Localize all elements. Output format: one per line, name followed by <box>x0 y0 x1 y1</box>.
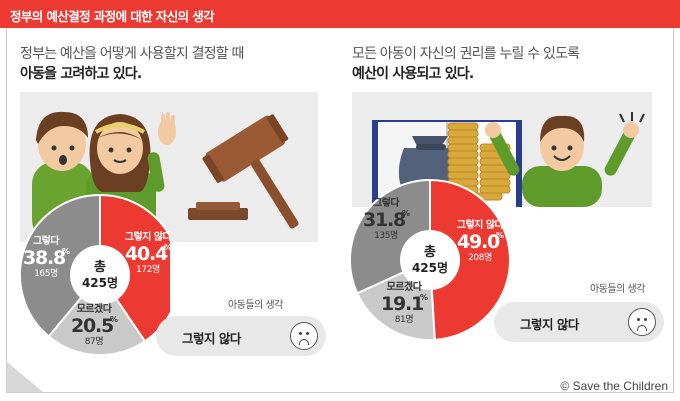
slice-percent: 31.8 <box>363 209 406 231</box>
pie-slice <box>429 178 511 341</box>
slice-category: 그렇다 <box>373 196 400 209</box>
percent-sign: % <box>62 247 70 256</box>
pie-total-label: 총 <box>424 244 436 260</box>
sad-face-icon <box>628 308 656 336</box>
right-opinion-answer: 그렇지 않다 <box>520 317 579 332</box>
left-question-line2: 아동을 고려하고 있다. <box>20 66 142 82</box>
slice-category: 그렇지 않다 <box>125 230 170 243</box>
slice-category: 모르겠다 <box>77 302 113 315</box>
credit-text: © Save the Children <box>560 379 668 393</box>
percent-sign: % <box>420 293 428 302</box>
right-question-line1: 모든 아동이 자신의 권리를 누릴 수 있도록 <box>352 46 580 62</box>
slice-count: 81명 <box>395 314 414 325</box>
left-opinion-answer: 그렇지 않다 <box>182 331 241 346</box>
right-question-line2: 예산이 사용되고 있다. <box>352 66 474 82</box>
slice-count: 135명 <box>374 230 398 241</box>
left-opinion-caption: 아동들의 생각 <box>228 300 283 311</box>
page-fold-corner <box>7 362 43 392</box>
header-bar: 정부의 예산결정 과정에 대한 자신의 생각 <box>0 0 680 28</box>
slice-category: 그렇다 <box>33 234 60 247</box>
sad-face-icon <box>290 322 318 350</box>
pie-total-label: 총 <box>94 259 106 275</box>
slice-category: 모르겠다 <box>387 280 423 293</box>
slice-count: 165명 <box>34 268 58 279</box>
slice-percent: 19.1 <box>381 293 423 315</box>
page-title: 정부의 예산결정 과정에 대한 자신의 생각 <box>10 9 215 24</box>
slice-count: 208명 <box>468 252 492 263</box>
slice-percent: 38.8 <box>23 247 66 269</box>
gavel-icon <box>188 114 299 229</box>
percent-sign: % <box>110 315 118 324</box>
slice-count: 87명 <box>85 336 104 347</box>
slice-percent: 49.0 <box>457 231 500 253</box>
left-opinion-pill: 그렇지 않다 <box>156 316 326 356</box>
left-question-line1: 정부는 예산을 어떻게 사용할지 결정할 때 <box>20 46 244 62</box>
pie-total-value: 425명 <box>412 261 448 275</box>
slice-percent: 40.4 <box>125 243 168 265</box>
percent-sign: % <box>496 231 504 240</box>
pie-center <box>400 230 460 290</box>
left-question: 정부는 예산을 어떻게 사용할지 결정할 때 아동을 고려하고 있다. <box>20 44 244 84</box>
right-opinion-pill: 그렇지 않다 <box>494 302 664 342</box>
child-cheering-icon <box>485 112 645 207</box>
pie-slice <box>47 273 147 356</box>
percent-sign: % <box>164 243 170 252</box>
right-question: 모든 아동이 자신의 권리를 누릴 수 있도록 예산이 사용되고 있다. <box>352 44 580 84</box>
percent-sign: % <box>402 209 410 218</box>
pie-slice <box>20 194 101 338</box>
pie-total-value: 425명 <box>82 276 118 290</box>
slice-category: 그렇지 않다 <box>457 218 505 231</box>
right-opinion-caption: 아동들의 생각 <box>590 284 645 295</box>
slice-count: 172명 <box>136 264 160 275</box>
pie-center <box>70 245 130 305</box>
slice-percent: 20.5 <box>71 315 113 337</box>
content-frame <box>6 28 674 393</box>
